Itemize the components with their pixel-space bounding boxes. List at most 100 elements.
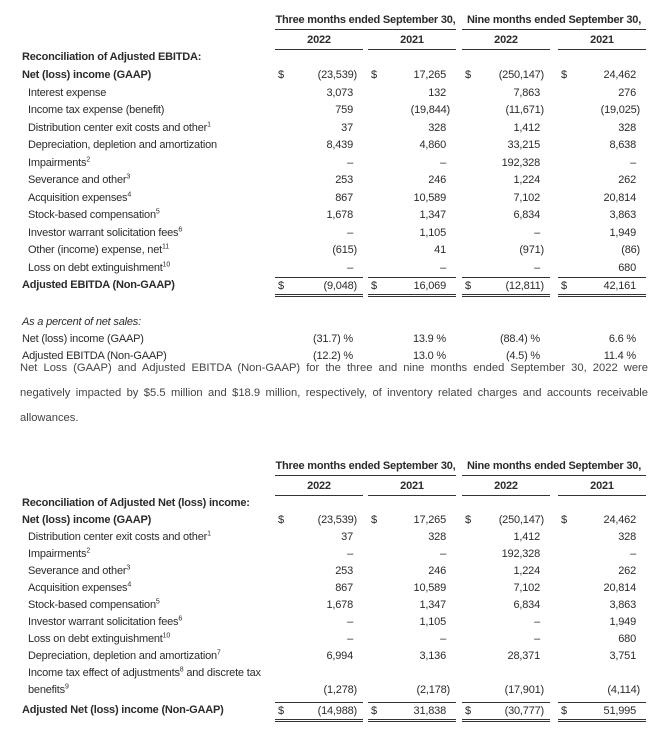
footnote-ref: 3: [126, 173, 131, 181]
footnote-ref: 5: [155, 598, 160, 606]
row-label: Investor warrant solicitation fees6: [28, 225, 182, 242]
value-cell: (615): [275, 242, 363, 259]
value-cell: 867: [275, 580, 363, 597]
row-label: Acquisition expenses4: [28, 190, 131, 207]
row-label: Loss on debt extinguishment10: [28, 631, 170, 648]
cell-value: 867: [335, 582, 353, 594]
cell-value: 1,949: [609, 226, 636, 239]
cell-value: 1,347: [419, 209, 446, 221]
year-header: 2022: [462, 31, 550, 50]
value-cell: –: [275, 260, 363, 277]
value-cell: 4,860: [368, 137, 456, 154]
value-cell: –: [462, 614, 550, 631]
percent-cell: 11.4 %: [558, 348, 646, 365]
footnote-ref: 2: [86, 155, 91, 163]
row-label: Depreciation, depletion and amortization…: [28, 648, 221, 665]
value-cell: 41: [368, 242, 456, 259]
row-label: Other (income) expense, net11: [28, 242, 169, 259]
row-label-text: Distribution center exit costs and other: [28, 121, 208, 134]
cell-value: 17,265: [413, 514, 447, 526]
value-cell: 8,638: [558, 137, 646, 154]
row-label-text: Acquisition expenses: [28, 191, 128, 204]
cell-value: 7,102: [513, 582, 540, 594]
currency-symbol: $: [561, 514, 567, 526]
cell-value: 253: [335, 174, 353, 186]
value-cell: 7,102: [462, 190, 550, 207]
value-cell: 7,102: [462, 580, 550, 597]
cell-value: –: [347, 261, 353, 274]
cell-value: 1,412: [513, 121, 540, 134]
cell-value: 1,678: [326, 599, 353, 611]
section-title: Reconciliation of Adjusted Net (loss) in…: [22, 497, 250, 509]
table-row: Loss on debt extinguishment10 – – – 680: [0, 260, 654, 277]
row-label-text: Depreciation, depletion and amortization: [28, 650, 217, 662]
table-row: Stock-based compensation5 1,678 1,347 6,834…: [0, 597, 654, 614]
value-cell: –: [275, 225, 363, 242]
row-label: Impairments2: [28, 546, 90, 563]
cell-value: –: [347, 633, 353, 645]
cell-value: (250,147): [498, 69, 544, 81]
cell-value: (971): [519, 244, 544, 256]
value-cell: (19,025): [558, 102, 646, 119]
value-cell: 3,751: [558, 648, 646, 665]
value-cell: $ (23,539): [275, 67, 363, 84]
cell-value: (9,048): [323, 280, 358, 292]
cell-value: –: [534, 633, 540, 645]
cell-value: (1,278): [323, 684, 358, 696]
cell-value: (14,988): [317, 705, 358, 717]
row-label-text: Impairments: [28, 548, 87, 560]
row-label: Net (loss) income (GAAP): [22, 512, 151, 529]
cell-value: 20,814: [603, 191, 637, 204]
value-cell: –: [275, 546, 363, 563]
value-cell: 192,328: [462, 155, 550, 172]
cell-value: 328: [428, 121, 446, 134]
cell-value: (23,539): [317, 69, 358, 81]
value-cell: –: [462, 631, 550, 648]
cell-value: 24,462: [603, 69, 637, 81]
percent-cell: 13.0 %: [368, 348, 456, 365]
row-label: Loss on debt extinguishment10: [28, 260, 170, 277]
currency-symbol: $: [561, 69, 567, 81]
row-label: Investor warrant solicitation fees6: [28, 614, 182, 631]
percent-cell: (88.4) %: [462, 331, 550, 348]
group-header-three-months: Three months ended September 30,: [275, 11, 456, 30]
value-cell: $ (30,777): [462, 702, 550, 722]
row-label: Adjusted Net (loss) income (Non-GAAP): [22, 702, 224, 719]
cell-value: 1,412: [513, 531, 540, 543]
group-header-nine-months: Nine months ended September 30,: [462, 11, 646, 30]
value-cell: –: [368, 260, 456, 277]
cell-value: 262: [618, 174, 636, 186]
value-cell: 253: [275, 563, 363, 580]
cell-value: 1,105: [419, 226, 446, 239]
cell-value: 37: [341, 531, 353, 543]
cell-value: –: [347, 156, 353, 169]
percent-cell: 6.6 %: [558, 331, 646, 348]
row-label-text: Net (loss) income (GAAP): [22, 514, 152, 526]
row-label-text: Investor warrant solicitation fees: [28, 616, 179, 628]
row-label-text: Other (income) expense, net: [28, 244, 163, 256]
cell-value: 3,136: [419, 650, 446, 662]
value-cell: $31,838: [368, 702, 456, 722]
value-cell: 1,224: [462, 172, 550, 189]
value-cell: 680: [558, 631, 646, 648]
row-label-text: Stock-based compensation: [28, 209, 156, 221]
value-cell: –: [368, 631, 456, 648]
value-cell: 680: [558, 260, 646, 277]
cell-value: (30,777): [504, 705, 545, 717]
percent-value: (88.4) %: [500, 333, 540, 345]
row-label: Net (loss) income (GAAP): [22, 67, 151, 84]
table-row: Depreciation, depletion and amortization…: [0, 648, 654, 665]
row-label-text: Distribution center exit costs and other: [28, 531, 208, 543]
table-row: Adjusted EBITDA (Non-GAAP) $ (9,048) $16,06…: [0, 277, 654, 297]
cell-value: (615): [332, 244, 357, 256]
table-row: Investor warrant solicitation fees6 – 1,10…: [0, 614, 654, 631]
cell-value: 16,069: [413, 280, 447, 292]
value-cell: 262: [558, 172, 646, 189]
value-cell: 6,994: [275, 648, 363, 665]
row-label-text: Impairments: [28, 156, 87, 169]
value-cell: –: [462, 260, 550, 277]
year-header: 2022: [275, 31, 363, 50]
percent-title: As a percent of net sales:: [22, 316, 141, 328]
currency-symbol: $: [371, 69, 377, 81]
cell-value: (12,811): [505, 280, 544, 292]
